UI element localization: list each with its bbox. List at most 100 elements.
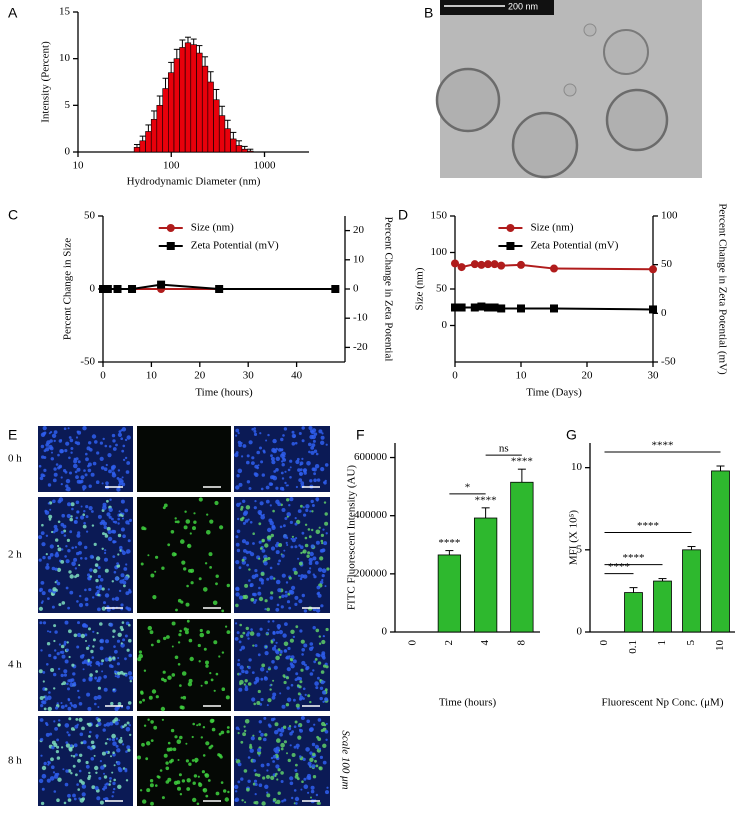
cell [81,784,87,789]
cell [81,781,85,785]
cell [128,638,132,643]
cell [283,740,287,744]
cell [252,532,255,535]
y-tick-label: 10 [571,461,583,473]
cell [149,630,154,635]
cell [76,533,81,538]
cell [308,727,314,732]
cell [242,511,248,516]
cell [84,545,88,550]
cell [65,441,70,446]
cell [75,773,78,777]
cell [193,520,197,524]
cell [118,510,121,513]
cell [208,552,213,557]
cell [245,626,249,631]
bar [179,47,186,153]
cell [143,669,147,672]
cell [260,732,264,737]
cell [57,547,62,552]
cell [321,542,324,545]
cell [279,728,285,733]
cell [52,499,56,504]
cell [265,485,270,490]
cell [94,765,99,771]
marker [517,304,525,313]
cell [235,485,240,490]
cell [315,793,319,797]
y-tick-label: 50 [84,210,96,222]
cell [90,472,95,477]
cell [261,801,266,806]
cell [112,781,116,786]
cell [281,477,285,480]
cell [50,668,55,672]
cell [180,600,184,604]
cell [309,567,312,570]
cell [73,633,78,638]
cell [307,528,311,531]
cell [67,606,70,610]
cell [260,581,264,585]
cell [249,745,253,749]
cell [181,671,187,676]
cell [101,519,105,524]
cell [104,532,107,536]
cell [186,787,191,791]
marker [128,285,137,293]
cell [187,543,192,549]
cell [48,514,53,519]
cell [289,466,292,469]
cell [122,534,126,538]
cell [275,655,280,661]
cell [277,768,281,772]
cell [97,574,101,579]
cell [105,481,109,486]
cell [320,548,325,553]
cell [125,726,131,732]
cell [47,763,50,766]
cell [177,663,181,666]
cell [83,510,86,513]
cell [315,653,320,657]
vesicle [583,23,597,37]
vesicle [511,111,579,179]
cell [103,723,107,727]
cell [77,541,83,546]
cell [258,730,262,733]
cell [203,587,208,592]
cell [127,539,131,543]
cell [80,515,85,520]
cell [313,723,316,726]
cell [266,793,271,798]
cell [49,508,52,511]
cell [269,596,274,600]
cell [140,562,144,566]
cell [162,506,166,510]
cell [236,631,240,635]
cell [323,501,327,504]
cell [300,788,303,791]
cell [145,757,149,761]
bar [213,99,220,153]
x-tick-label: 20 [194,370,206,382]
cell [40,704,44,708]
cell [235,535,239,539]
cell [293,570,298,575]
cell [258,577,263,582]
cell [244,801,247,804]
marker [497,261,506,270]
cell [315,608,321,613]
cell [282,458,287,462]
cell [120,499,125,504]
cell [95,670,98,673]
y-tick-label: -50 [80,356,95,368]
cell [53,672,57,677]
cell [93,568,98,574]
cell [259,432,262,435]
cell [38,558,42,562]
cell [112,751,115,754]
cell [117,432,122,437]
cell [85,457,89,462]
cell [310,796,312,799]
